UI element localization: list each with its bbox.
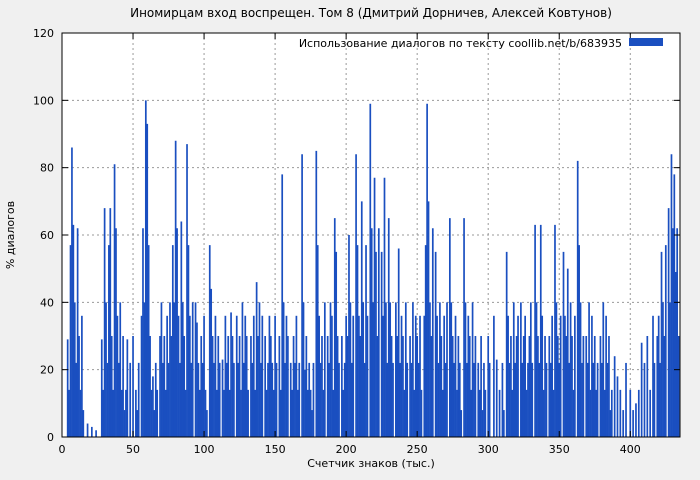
- y-tick-label: 60: [40, 229, 54, 242]
- y-tick-label: 100: [33, 94, 54, 107]
- x-tick-label: 200: [336, 443, 357, 456]
- x-tick-label: 150: [265, 443, 286, 456]
- x-tick-label: 300: [478, 443, 499, 456]
- x-axis-label: Счетчик знаков (тыс.): [307, 457, 435, 470]
- y-tick-label: 120: [33, 27, 54, 40]
- y-tick-label: 0: [47, 431, 54, 444]
- x-tick-label: 0: [59, 443, 66, 456]
- legend: Использование диалогов по тексту coollib…: [299, 37, 663, 50]
- y-tick-label: 20: [40, 364, 54, 377]
- x-tick-label: 350: [549, 443, 570, 456]
- legend-label: Использование диалогов по тексту coollib…: [299, 37, 622, 50]
- y-axis-label: % диалогов: [4, 201, 17, 269]
- y-tick-label: 40: [40, 296, 54, 309]
- x-tick-label: 100: [194, 443, 215, 456]
- x-tick-label: 50: [126, 443, 140, 456]
- plot-layers: 0 50 100 150 200 250 300 350 400 0 20 40 60 80 100 120: [33, 27, 681, 456]
- legend-swatch: [629, 38, 663, 46]
- x-tick-label: 250: [407, 443, 428, 456]
- y-tick-label: 80: [40, 162, 54, 175]
- chart-title: Иномирцам вход воспрещен. Том 8 (Дмитрий…: [130, 6, 612, 20]
- x-tick-label: 400: [620, 443, 641, 456]
